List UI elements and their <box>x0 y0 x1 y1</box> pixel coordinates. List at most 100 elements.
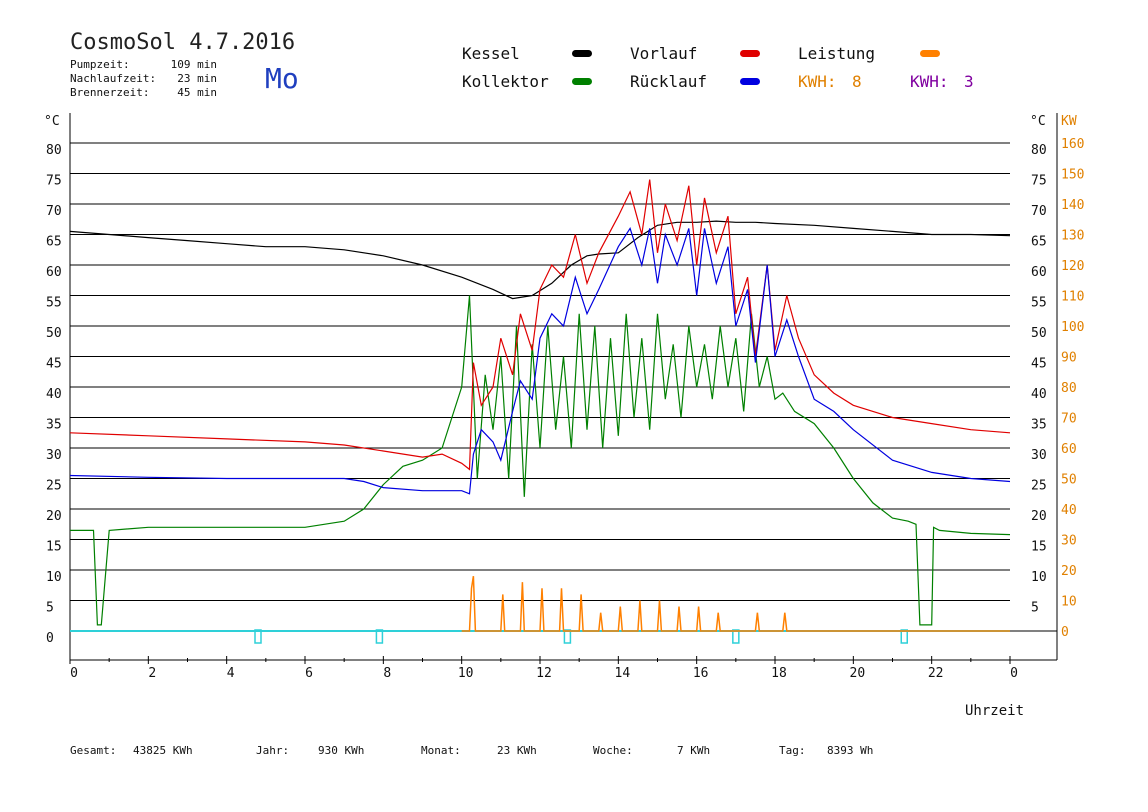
y-tick-label-right: 55 <box>1031 296 1047 311</box>
y-tick-label-left: 30 <box>46 448 62 463</box>
y-axis-unit-right: °C <box>1030 114 1046 129</box>
chart-title: CosmoSol 4.7.2016 <box>70 30 296 55</box>
x-tick-label: 6 <box>305 666 313 681</box>
x-tick-label: 18 <box>771 666 787 681</box>
status-marker <box>563 629 572 644</box>
footer-monat-label: Monat: <box>421 744 461 757</box>
y2-tick-label: 120 <box>1061 259 1084 274</box>
series-line-r-cklauf <box>69 227 1011 495</box>
y-tick-label-left: 75 <box>46 174 62 189</box>
x-tick-label: 20 <box>850 666 866 681</box>
x-tick-label: 14 <box>615 666 631 681</box>
y-tick-label-right: 60 <box>1031 265 1047 280</box>
legend-label-vorlauf: Vorlauf <box>630 44 698 63</box>
x-tick-label: 10 <box>458 666 474 681</box>
y-tick-label-left: 80 <box>46 143 62 158</box>
legend-kwh1-label: KWH: <box>798 72 837 91</box>
status-marker <box>900 629 908 644</box>
y-tick-label-left: 65 <box>46 235 62 250</box>
y-tick-label-left: 35 <box>46 418 62 433</box>
x-tick-label: 0 <box>1010 666 1018 681</box>
y2-tick-label: 150 <box>1061 168 1084 183</box>
timer-value-brenner: 45 min <box>177 86 217 99</box>
x-tick-label: 0 <box>70 666 78 681</box>
x-tick-label: 8 <box>383 666 391 681</box>
y-tick-label-left: 0 <box>46 631 54 646</box>
y-tick-label-left: 40 <box>46 387 62 402</box>
footer-tag-label: Tag: <box>779 744 806 757</box>
y-tick-label-left: 25 <box>46 479 62 494</box>
y-tick-label-right: 65 <box>1031 235 1047 250</box>
status-marker <box>375 629 384 644</box>
footer-monat-value: 23 KWh <box>497 744 537 757</box>
timer-label-pump: Pumpzeit: <box>70 58 130 71</box>
footer-woche-value: 7 KWh <box>677 744 711 757</box>
legend-kwh2-value: 3 <box>964 72 974 91</box>
series-line-kessel <box>69 220 1011 300</box>
y2-tick-label: 10 <box>1061 595 1077 610</box>
y-tick-label-right: 50 <box>1031 326 1047 341</box>
y2-tick-label: 100 <box>1061 320 1084 335</box>
y-axis-unit-left: °C <box>44 114 60 129</box>
y-tick-label-right: 75 <box>1031 174 1047 189</box>
weekday-label: Mo <box>265 62 299 95</box>
y2-tick-label: 60 <box>1061 442 1077 457</box>
legend-swatch-vorlauf <box>740 50 760 57</box>
y-tick-label-right: 35 <box>1031 418 1047 433</box>
footer-tag-value: 8393 Wh <box>827 744 874 757</box>
timer-label-nachlauf: Nachlaufzeit: <box>70 72 157 85</box>
y-tick-label-right: 45 <box>1031 357 1047 372</box>
x-tick-label: 4 <box>227 666 235 681</box>
y-tick-label-left: 55 <box>46 296 62 311</box>
y-tick-label-right: 40 <box>1031 387 1047 402</box>
y-tick-label-left: 60 <box>46 265 62 280</box>
legend-label-leistung: Leistung <box>798 44 876 63</box>
footer-jahr-value: 930 KWh <box>318 744 365 757</box>
footer-gesamt-label: Gesamt: <box>70 744 117 757</box>
y-tick-label-right: 5 <box>1031 601 1039 616</box>
y-tick-label-right: 10 <box>1031 570 1047 585</box>
y-tick-label-left: 10 <box>46 570 62 585</box>
y-tick-label-right: 20 <box>1031 509 1047 524</box>
y2-tick-label: 20 <box>1061 564 1077 579</box>
y-tick-label-right: 15 <box>1031 540 1047 555</box>
status-marker <box>254 629 262 644</box>
y2-tick-label: 110 <box>1061 290 1084 305</box>
y2-tick-label: 140 <box>1061 198 1084 213</box>
y-tick-label-left: 5 <box>46 601 54 616</box>
legend-swatch-ruecklauf <box>740 78 760 85</box>
y2-tick-label: 80 <box>1061 381 1077 396</box>
series-line-leistung <box>461 575 1010 632</box>
y-tick-label-left: 20 <box>46 509 62 524</box>
y-tick-label-right: 25 <box>1031 479 1047 494</box>
legend-swatch-kessel <box>572 50 592 57</box>
x-tick-label: 2 <box>148 666 156 681</box>
footer-woche-label: Woche: <box>593 744 633 757</box>
legend-swatch-kollektor <box>572 78 592 85</box>
footer-gesamt-value: 43825 KWh <box>133 744 193 757</box>
y2-tick-label: 30 <box>1061 534 1077 549</box>
legend-label-ruecklauf: Rücklauf <box>630 72 708 91</box>
y2-tick-label: 130 <box>1061 229 1084 244</box>
legend-kwh2-label: KWH: <box>910 72 949 91</box>
status-marker <box>732 629 740 644</box>
series-line-kollektor <box>70 295 1011 626</box>
y-tick-label-left: 50 <box>46 326 62 341</box>
x-tick-label: 12 <box>536 666 552 681</box>
y2-tick-label: 40 <box>1061 503 1077 518</box>
y-tick-label-right: 70 <box>1031 204 1047 219</box>
y-tick-label-left: 15 <box>46 540 62 555</box>
footer-jahr-label: Jahr: <box>256 744 290 757</box>
x-tick-label: 22 <box>928 666 944 681</box>
y2-tick-label: 50 <box>1061 473 1077 488</box>
y2-axis-unit: KW <box>1061 114 1077 129</box>
legend-label-kessel: Kessel <box>462 44 520 63</box>
y2-tick-label: 160 <box>1061 137 1084 152</box>
y2-tick-label: 0 <box>1061 625 1069 640</box>
series-line-vorlauf <box>69 179 1011 471</box>
legend-label-kollektor: Kollektor <box>462 72 549 91</box>
x-tick-label: 16 <box>693 666 709 681</box>
y2-tick-label: 90 <box>1061 351 1077 366</box>
y-tick-label-left: 70 <box>46 204 62 219</box>
